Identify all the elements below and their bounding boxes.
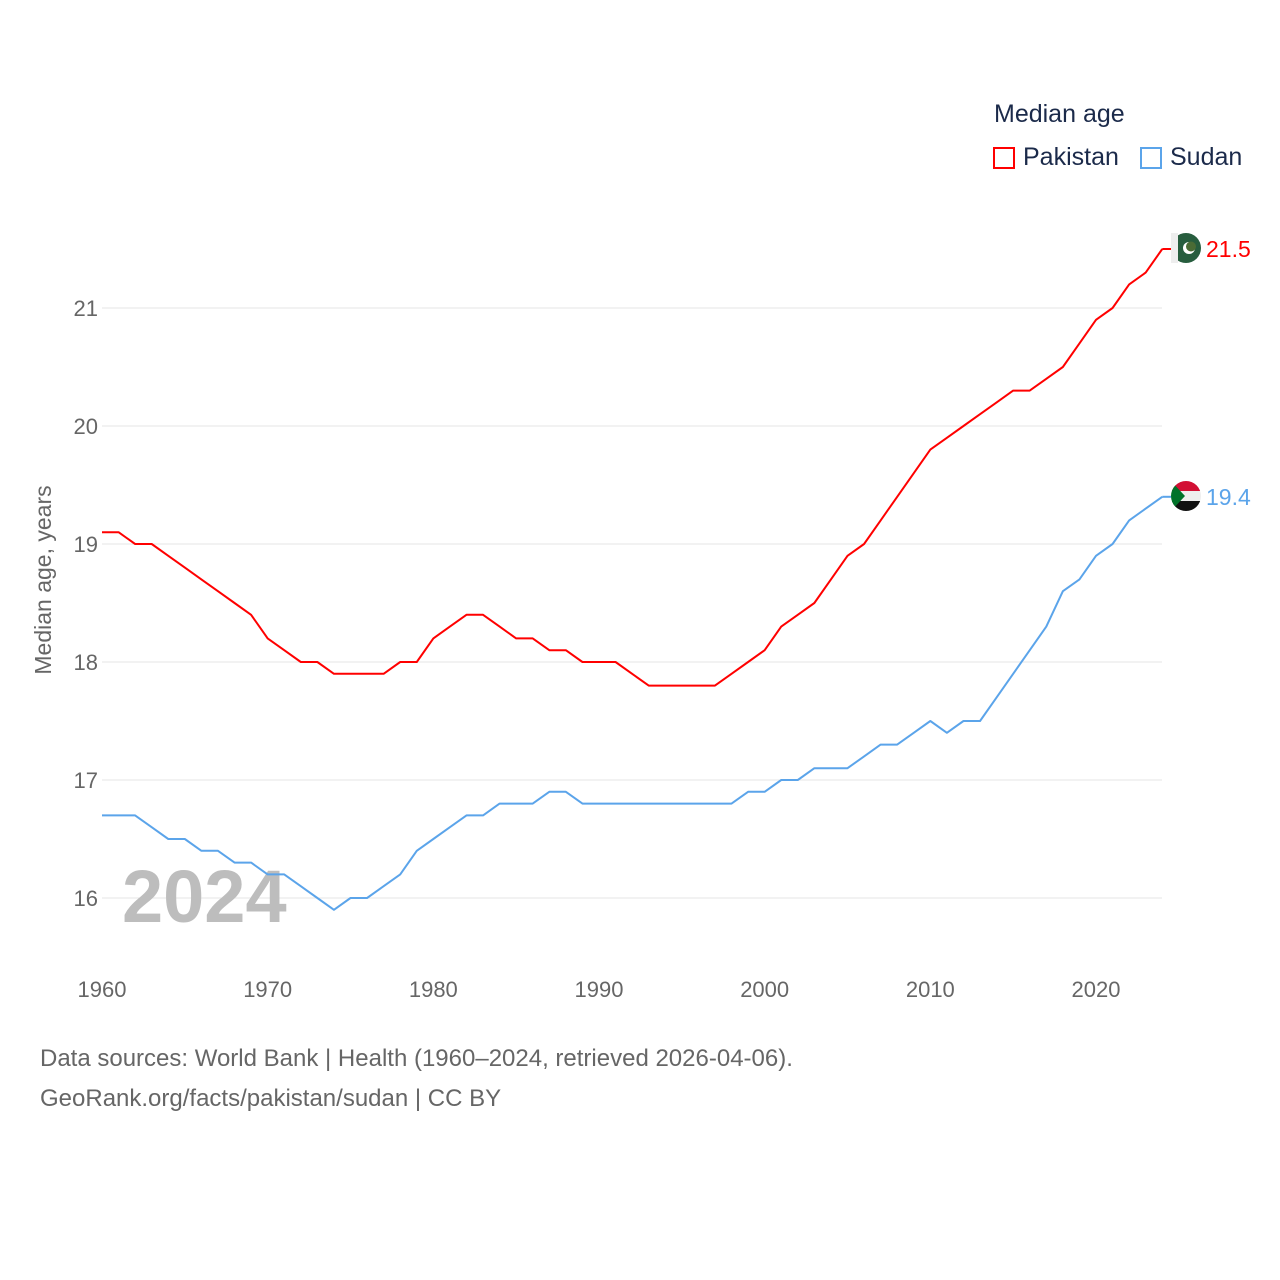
legend-item-sudan[interactable]: Sudan <box>1140 143 1242 172</box>
legend-label: Sudan <box>1170 143 1243 171</box>
y-axis-label: Median age, years <box>30 485 56 674</box>
sudan-flag-icon <box>1171 481 1201 511</box>
legend-label: Pakistan <box>1023 143 1119 171</box>
end-value-label: 21.5 <box>1206 236 1251 262</box>
series-line-sudan <box>102 495 1163 911</box>
y-tick-label: 16 <box>74 886 98 911</box>
attribution-link[interactable]: GeoRank.org/facts/pakistan/sudan | CC BY <box>40 1085 502 1112</box>
y-tick-label: 20 <box>74 414 98 439</box>
x-tick-label: 2020 <box>1072 977 1121 1002</box>
pakistan-flag-icon <box>1171 233 1201 263</box>
x-tick-label: 1990 <box>575 977 624 1002</box>
end-value-label: 19.4 <box>1206 484 1251 510</box>
x-tick-label: 1980 <box>409 977 458 1002</box>
year-watermark: 2024 <box>122 855 287 938</box>
legend-item-pakistan[interactable]: Pakistan <box>993 143 1119 172</box>
legend-swatch <box>993 146 1015 169</box>
data-source-text: Data sources: World Bank | Health (1960–… <box>40 1045 793 1072</box>
series-line-pakistan <box>102 248 1164 687</box>
y-tick-label: 18 <box>74 650 98 675</box>
x-tick-label: 2010 <box>906 977 955 1002</box>
y-tick-label: 19 <box>74 532 98 557</box>
y-tick-label: 21 <box>74 296 98 321</box>
x-tick-label: 2000 <box>740 977 789 1002</box>
y-tick-label: 17 <box>74 768 98 793</box>
x-tick-label: 1970 <box>243 977 292 1002</box>
legend-title: Median age <box>994 100 1125 128</box>
x-tick-label: 1960 <box>78 977 127 1002</box>
legend-swatch <box>1140 146 1162 169</box>
